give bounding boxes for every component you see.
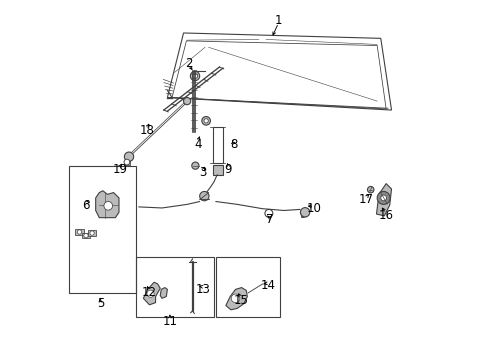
Circle shape	[192, 73, 197, 78]
Text: 15: 15	[233, 294, 248, 307]
Circle shape	[124, 152, 133, 161]
Text: 12: 12	[142, 287, 157, 300]
Text: 14: 14	[260, 279, 275, 292]
Bar	[215, 257, 280, 317]
Circle shape	[300, 208, 309, 217]
Circle shape	[147, 290, 154, 297]
Text: 8: 8	[229, 138, 237, 150]
Text: 5: 5	[97, 297, 104, 310]
Bar	[212, 127, 223, 163]
Circle shape	[124, 159, 129, 165]
Bar	[136, 257, 214, 317]
Text: 1: 1	[274, 14, 282, 27]
Circle shape	[190, 71, 199, 81]
Bar	[88, 230, 96, 236]
Text: 13: 13	[195, 283, 210, 296]
Circle shape	[83, 233, 88, 238]
Circle shape	[90, 231, 94, 235]
Circle shape	[202, 117, 210, 125]
Circle shape	[367, 186, 373, 193]
Circle shape	[183, 98, 190, 105]
Polygon shape	[143, 282, 160, 305]
Bar	[69, 166, 136, 293]
Text: 6: 6	[82, 199, 90, 212]
Circle shape	[104, 202, 112, 210]
Text: 11: 11	[162, 315, 177, 328]
Circle shape	[77, 230, 81, 234]
Circle shape	[376, 192, 389, 204]
Text: 19: 19	[112, 163, 127, 176]
Bar	[124, 161, 129, 165]
Polygon shape	[96, 191, 119, 218]
Text: 4: 4	[194, 138, 201, 150]
Text: 9: 9	[224, 163, 232, 176]
Circle shape	[380, 195, 386, 201]
Circle shape	[203, 119, 208, 123]
Bar	[75, 229, 83, 235]
Polygon shape	[160, 288, 167, 298]
Text: 10: 10	[306, 202, 321, 215]
Bar	[81, 233, 90, 238]
Circle shape	[199, 192, 208, 201]
Text: 17: 17	[358, 193, 373, 206]
Polygon shape	[301, 209, 308, 218]
Text: 16: 16	[378, 210, 393, 222]
Text: 3: 3	[199, 166, 206, 179]
Polygon shape	[225, 288, 247, 310]
Circle shape	[231, 294, 239, 303]
Polygon shape	[376, 184, 391, 216]
Text: 2: 2	[185, 57, 192, 70]
Bar	[213, 165, 223, 175]
Text: 18: 18	[139, 124, 154, 137]
Circle shape	[191, 162, 199, 169]
Text: 7: 7	[265, 213, 273, 226]
